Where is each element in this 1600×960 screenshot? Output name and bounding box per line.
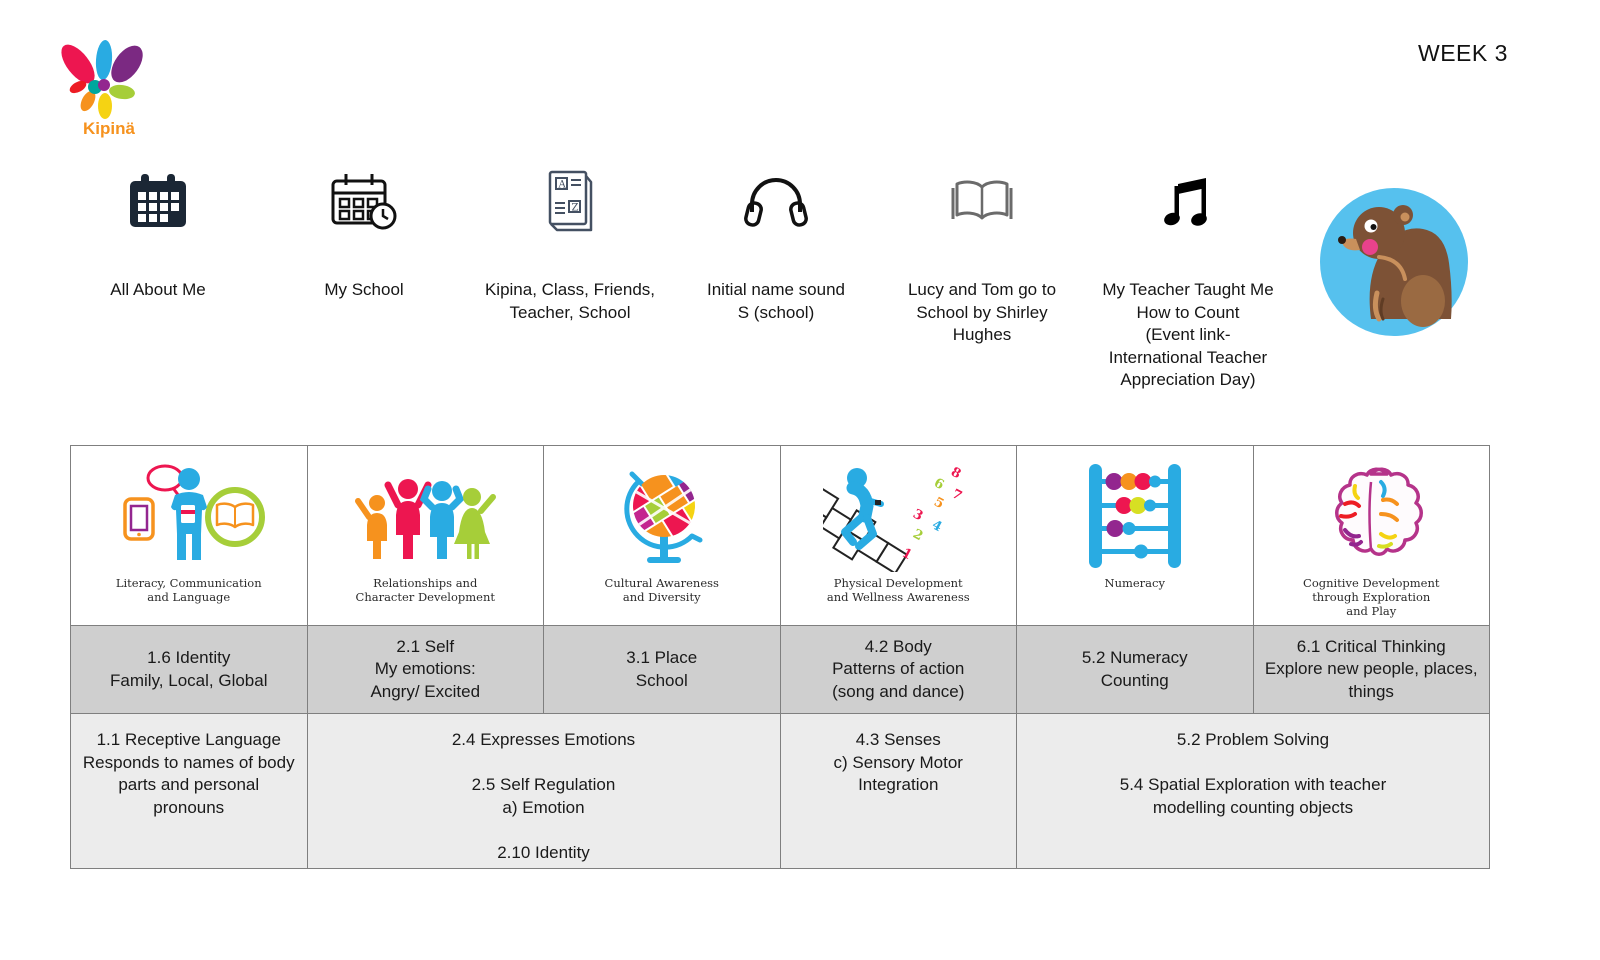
curriculum-table: Literacy, Communication and Language xyxy=(70,445,1490,869)
domain-cell-cultural: Cultural Awareness and Diversity xyxy=(544,446,781,626)
literacy-icon xyxy=(123,464,265,560)
activity-label: My Teacher Taught Me How to Count (Event… xyxy=(1102,280,1274,389)
music-note-icon xyxy=(1164,178,1207,226)
week-label: WEEK 3 xyxy=(1418,40,1508,66)
focus-cell-5: 5.2 Numeracy Counting xyxy=(1017,626,1254,714)
cultural-icon xyxy=(624,471,703,563)
domain-caption: Numeracy xyxy=(1104,576,1165,590)
focus-cell-4: 4.2 Body Patterns of action (song and da… xyxy=(780,626,1017,714)
hopscotch-6: 6 xyxy=(932,476,947,493)
activity-counting-song: My Teacher Taught Me How to Count (Event… xyxy=(1085,165,1291,392)
domain-cell-cognitive: Cognitive Development through Exploratio… xyxy=(1253,446,1490,626)
hopscotch-2: 2 xyxy=(911,527,926,544)
activity-all-about-me: All About Me xyxy=(55,165,261,392)
domain-caption: Physical Development and Wellness Awaren… xyxy=(826,576,970,604)
domain-caption: Cultural Awareness and Diversity xyxy=(604,576,719,604)
domain-cell-literacy: Literacy, Communication and Language xyxy=(71,446,308,626)
focus-cell-3: 3.1 Place School xyxy=(544,626,781,714)
calendar-clock-icon xyxy=(331,174,397,230)
skill-cell-4: 5.2 Problem Solving 5.4 Spatial Explorat… xyxy=(1017,714,1490,869)
cognitive-icon xyxy=(1335,467,1424,556)
open-book-icon xyxy=(951,180,1013,220)
skill-cell-2: 2.4 Expresses Emotions 2.5 Self Regulati… xyxy=(307,714,781,869)
logo-wordmark: Kipinä xyxy=(83,119,135,138)
vocabulary-card-icon: A Z xyxy=(548,170,593,232)
activity-label: Lucy and Tom go to School by Shirley Hug… xyxy=(907,280,1057,344)
kipina-logo: Kipinä xyxy=(61,40,143,138)
activity-my-school: My School xyxy=(261,165,467,392)
domain-caption: Literacy, Communication and Language xyxy=(115,576,262,604)
skill-cell-3: 4.3 Senses c) Sensory Motor Integration xyxy=(780,714,1017,869)
activity-name-sound: Initial name sound S (school) xyxy=(673,165,879,392)
hopscotch-8: 8 xyxy=(949,465,964,482)
numeracy-icon xyxy=(1088,464,1181,568)
bear-avatar xyxy=(1320,188,1468,336)
hopscotch-7: 7 xyxy=(950,487,965,504)
domain-cell-physical: 1 2 3 4 5 6 7 8 xyxy=(780,446,1017,626)
hopscotch-3: 3 xyxy=(911,507,926,524)
focus-cell-1: 1.6 Identity Family, Local, Global xyxy=(71,626,308,714)
focus-cell-6: 6.1 Critical Thinking Explore new people… xyxy=(1253,626,1490,714)
calendar-icon xyxy=(130,174,186,227)
physical-icon: 1 2 3 4 5 6 7 8 xyxy=(823,465,965,572)
letter-a: A xyxy=(558,180,567,191)
activity-mascot xyxy=(1291,165,1497,392)
domain-caption: Cognitive Development through Exploratio… xyxy=(1303,576,1440,618)
activity-label: Initial name sound S (school) xyxy=(707,280,845,322)
activity-label: My School xyxy=(324,280,404,299)
domain-cell-numeracy: Numeracy xyxy=(1017,446,1254,626)
letter-z: Z xyxy=(572,203,579,214)
focus-cell-2: 2.1 Self My emotions: Angry/ Excited xyxy=(307,626,544,714)
activity-vocabulary: A Z Kipina, Class, Friends, Teacher, Sch… xyxy=(467,165,673,392)
hopscotch-5: 5 xyxy=(932,495,947,512)
skill-cell-1: 1.1 Receptive Language Responds to names… xyxy=(71,714,308,869)
activity-label: All About Me xyxy=(110,280,206,299)
activity-strip: All About Me My School xyxy=(55,165,1499,392)
activity-storybook: Lucy and Tom go to School by Shirley Hug… xyxy=(879,165,1085,392)
relationships-icon xyxy=(355,479,497,559)
logo-splash-icon xyxy=(61,40,143,119)
domain-caption: Relationships and Character Development xyxy=(355,576,495,604)
domain-cell-relationships: Relationships and Character Development xyxy=(307,446,544,626)
activity-label: Kipina, Class, Friends, Teacher, School xyxy=(484,280,656,322)
headphones-icon xyxy=(744,178,808,227)
hopscotch-4: 4 xyxy=(930,518,945,535)
